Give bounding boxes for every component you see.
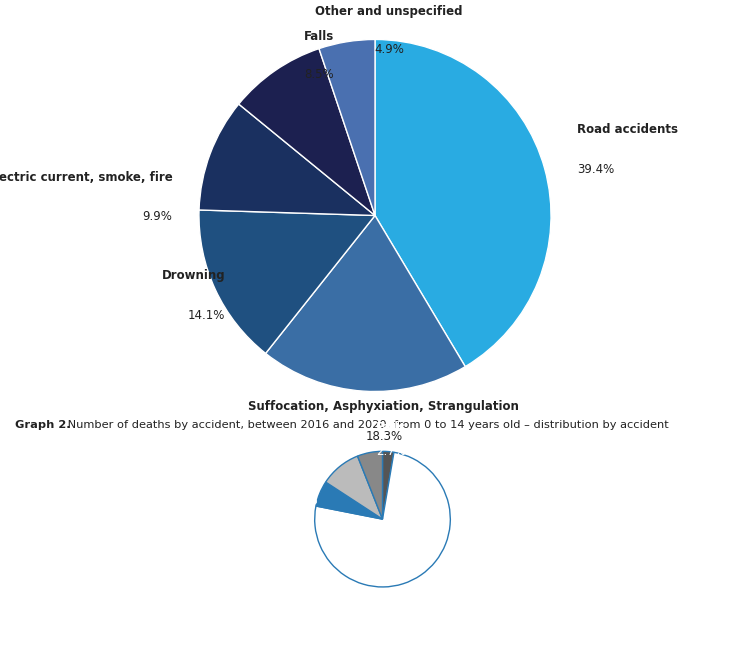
Wedge shape: [375, 39, 551, 366]
Text: 6%: 6%: [299, 494, 318, 507]
Wedge shape: [199, 104, 375, 215]
Wedge shape: [266, 215, 465, 392]
Wedge shape: [315, 453, 450, 587]
Text: Other and unspecified: Other and unspecified: [170, 471, 318, 484]
Text: Falls: Falls: [304, 30, 334, 43]
Text: Graph 2.: Graph 2.: [15, 420, 70, 430]
Text: Graph 3.: Graph 3.: [15, 605, 70, 615]
Text: 18.3%: 18.3%: [365, 430, 402, 443]
Wedge shape: [358, 451, 382, 519]
Text: 9.9%: 9.9%: [142, 210, 172, 223]
Text: accident: accident: [15, 635, 64, 645]
Text: 2.7%: 2.7%: [376, 445, 406, 458]
Text: Road accidents: Road accidents: [460, 526, 562, 539]
Text: 8.5%: 8.5%: [304, 68, 334, 80]
Text: Road accidents: Road accidents: [578, 123, 679, 136]
Text: Number of deaths by accident, between 2016 and 2020, from 15 to 19 years old – d: Number of deaths by accident, between 20…: [60, 605, 616, 615]
Wedge shape: [199, 210, 375, 353]
Wedge shape: [382, 451, 394, 519]
Text: Drowning: Drowning: [162, 270, 226, 282]
Wedge shape: [316, 482, 382, 519]
Text: 9.8%: 9.8%: [278, 526, 308, 539]
Text: Drowning: Drowning: [244, 503, 308, 516]
Text: Exposure to electric current, smoke, fire: Exposure to electric current, smoke, fir…: [0, 171, 172, 183]
Text: 75.4%: 75.4%: [460, 550, 498, 563]
Text: 14.1%: 14.1%: [188, 309, 226, 322]
Text: Number of deaths by accident, between 2016 and 2020, from 0 to 14 years old – di: Number of deaths by accident, between 20…: [64, 420, 669, 430]
Wedge shape: [326, 456, 382, 519]
Text: 4.9%: 4.9%: [374, 43, 404, 56]
Text: Falls: Falls: [376, 421, 406, 434]
Text: Suffocation, Asphyxiation, Strangulation: Suffocation, Asphyxiation, Strangulation: [248, 400, 519, 413]
Wedge shape: [319, 39, 375, 215]
Wedge shape: [238, 48, 375, 215]
Text: 39.4%: 39.4%: [578, 163, 615, 176]
Text: Other and unspecified: Other and unspecified: [315, 5, 463, 18]
